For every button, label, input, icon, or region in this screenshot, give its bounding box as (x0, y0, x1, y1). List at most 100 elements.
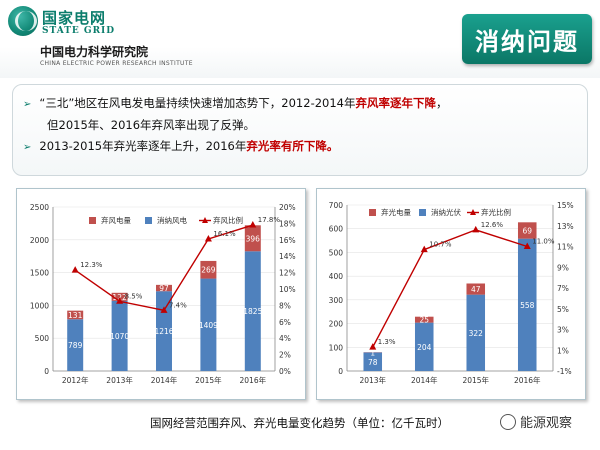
curtailed-bar (414, 316, 434, 323)
y-tick-label: 400 (329, 272, 344, 281)
ratio-point (249, 221, 257, 228)
x-tick-label: 2016年 (514, 375, 541, 385)
consumed-value-label: 78 (368, 358, 378, 367)
ratio-point (420, 245, 428, 253)
ratio-point (472, 225, 480, 233)
bullet-highlight: 弃风率逐年下降 (355, 96, 437, 110)
curtailed-value-label: 396 (246, 234, 261, 243)
curtailed-bar (244, 225, 261, 252)
y2-tick-label: 11% (557, 243, 574, 252)
bullet-arrow-icon: ➢ (23, 142, 32, 153)
y2-tick-label: 8% (279, 301, 291, 310)
bullet-box: ➢ “三北”地区在风电发电量持续快速增加态势下，2012-2014年弃风率逐年下降… (12, 84, 588, 176)
y-tick-label: 1000 (30, 301, 49, 310)
x-tick-label: 2013年 (106, 375, 133, 385)
legend-swatch (145, 217, 152, 224)
y-tick-label: 1500 (30, 269, 49, 278)
ratio-point (204, 234, 212, 242)
bullet-continuation: 但2015年、2016年弃风率出现了反弹。 (47, 118, 256, 132)
bullet-text: “三北”地区在风电发电量持续快速增加态势下，2012-2014年 (39, 96, 356, 110)
x-tick-label: 2014年 (151, 375, 178, 385)
consumed-value-label: 1409 (199, 321, 218, 330)
consumed-bar (244, 251, 261, 371)
curtailed-bar (200, 260, 217, 279)
x-tick-label: 2015年 (195, 375, 222, 385)
ratio-value-label: 10.7% (429, 241, 452, 249)
y-tick-label: 300 (329, 296, 344, 305)
institute-name: 中国电力科学研究院 (40, 45, 149, 59)
ratio-value-label: 11.0% (532, 238, 555, 246)
x-tick-label: 2014年 (411, 375, 438, 385)
logo-chinese-text: 国家电网 (42, 9, 107, 27)
institute-english-name: CHINA ELECTRIC POWER RESEARCH INSTITUTE (40, 60, 193, 67)
curtailed-value-label: 269 (201, 266, 216, 275)
consumed-value-label: 1216 (154, 327, 173, 336)
y2-tick-label: -1% (557, 367, 572, 376)
y-tick-label: 700 (329, 201, 344, 210)
legend-label: 消纳风电 (157, 215, 187, 225)
consumed-bar (466, 294, 486, 371)
slide-title: 消纳问题 (462, 14, 592, 64)
y2-tick-label: 4% (279, 334, 291, 343)
consumed-value-label: 322 (469, 329, 484, 338)
wind-curtailment-chart: 0 500 1000 1500 2000 2500 0% 2% 4% 6% 8% 10% 12% 14% 1… (30, 203, 296, 385)
ratio-point (523, 242, 531, 249)
legend-marker (470, 209, 476, 215)
bullet-item: ➢ “三北”地区在风电发电量持续快速增加态势下，2012-2014年弃风率逐年下降… (23, 93, 577, 115)
y-tick-label: 2000 (30, 236, 49, 245)
figure-caption: 国网经营范围弃风、弃光电量变化趋势（单位：亿千瓦时） (150, 416, 449, 430)
consumed-value-label: 1070 (110, 332, 129, 341)
wechat-icon (500, 413, 516, 430)
y2-tick-label: 20% (279, 203, 296, 212)
y2-tick-label: 14% (279, 252, 296, 261)
solar-chart-panel: 0 100 200 300 400 500 600 700 -1% 1% 3% 5% 7% 9% 11% 13… (316, 188, 586, 400)
ratio-value-label: 8.5% (125, 292, 143, 300)
y2-tick-label: 18% (279, 219, 296, 228)
ratio-value-label: 16.1% (213, 230, 236, 238)
y-tick-label: 0 (338, 367, 343, 376)
watermark: 能源观察 (500, 412, 572, 431)
legend-swatch (89, 217, 96, 224)
solar-curtailment-chart: 0100200300400500600700-1%1%3%5%7%9%11%13… (329, 201, 574, 385)
wind-chart-panel: 0 500 1000 1500 2000 2500 0% 2% 4% 6% 8% 10% 12% 14% 1… (16, 188, 306, 400)
y2-tick-label: 7% (557, 284, 569, 293)
consumed-bar (200, 278, 217, 371)
legend-label: 弃光电量 (381, 207, 411, 217)
y-tick-label: 500 (329, 248, 344, 257)
y2-tick-label: 15% (557, 201, 574, 210)
curtailed-bar (517, 222, 537, 239)
y2-tick-label: 9% (557, 263, 569, 272)
bullet-text: 2013-2015年弃光率逐年上升，2016年 (39, 139, 247, 153)
legend-label: 弃光比例 (481, 207, 511, 217)
y2-tick-label: 2% (279, 351, 291, 360)
legend-marker (202, 217, 208, 223)
watermark-text: 能源观察 (520, 416, 573, 431)
ratio-value-label: 12.6% (481, 221, 504, 229)
consumed-value-label: 204 (417, 343, 432, 352)
ratio-point (160, 306, 168, 313)
y-tick-label: 2500 (30, 203, 49, 212)
consumed-value-label: 1825 (243, 307, 262, 316)
y-tick-label: 600 (329, 225, 344, 234)
curtailed-value-label: 25 (419, 316, 429, 325)
consumed-value-label: 789 (68, 341, 83, 350)
x-tick-label: 2015年 (462, 375, 489, 385)
bullet-highlight: 弃光率有所下降。 (246, 139, 339, 153)
legend-swatch (419, 209, 426, 216)
y2-tick-label: 16% (279, 236, 296, 245)
curtailed-value-label: 131 (68, 311, 83, 320)
consumed-bar (414, 322, 434, 371)
legend-label: 弃风比例 (213, 215, 243, 225)
consumed-bar (363, 352, 383, 371)
consumed-bar (111, 300, 128, 371)
state-grid-logo-icon (8, 6, 38, 36)
bullet-text: ， (436, 96, 448, 110)
logo-english-text: STATE GRID (42, 26, 116, 36)
legend-label: 消纳光伏 (431, 207, 461, 217)
consumed-bar (517, 238, 537, 371)
ratio-point (369, 343, 377, 350)
y-tick-label: 500 (35, 334, 50, 343)
consumed-value-label: 558 (520, 301, 535, 310)
curtailed-bar (466, 283, 486, 295)
y2-tick-label: 6% (279, 318, 291, 327)
